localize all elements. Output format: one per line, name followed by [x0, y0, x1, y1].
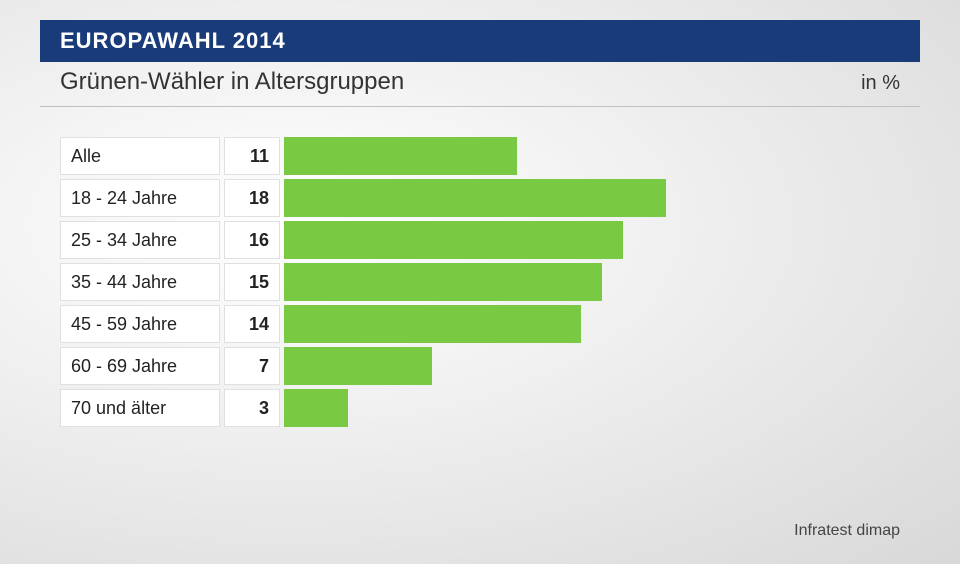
bar-value: 3 — [224, 389, 280, 427]
bar-track — [284, 389, 920, 427]
bar-row: 45 - 59 Jahre 14 — [60, 305, 920, 343]
bar-row: 18 - 24 Jahre 18 — [60, 179, 920, 217]
bar-label: 70 und älter — [60, 389, 220, 427]
bar-value: 15 — [224, 263, 280, 301]
bar-track — [284, 305, 920, 343]
bar-label: 25 - 34 Jahre — [60, 221, 220, 259]
bar-fill — [284, 305, 581, 343]
bar-fill — [284, 347, 432, 385]
header-title-bar: EUROPAWAHL 2014 — [40, 20, 920, 62]
bar-track — [284, 179, 920, 217]
subtitle-row: Grünen-Wähler in Altersgruppen in % — [40, 68, 920, 107]
bar-label: 35 - 44 Jahre — [60, 263, 220, 301]
bar-fill — [284, 179, 666, 217]
bar-fill — [284, 221, 623, 259]
bar-label: 45 - 59 Jahre — [60, 305, 220, 343]
bar-row: 60 - 69 Jahre 7 — [60, 347, 920, 385]
bar-fill — [284, 389, 348, 427]
bar-chart: Alle 11 18 - 24 Jahre 18 25 - 34 Jahre 1… — [60, 137, 920, 427]
bar-value: 18 — [224, 179, 280, 217]
bar-label: Alle — [60, 137, 220, 175]
subtitle: Grünen-Wähler in Altersgruppen — [60, 68, 404, 96]
bar-track — [284, 347, 920, 385]
bar-value: 7 — [224, 347, 280, 385]
bar-value: 11 — [224, 137, 280, 175]
source-credit: Infratest dimap — [794, 522, 900, 540]
bar-fill — [284, 263, 602, 301]
bar-row: Alle 11 — [60, 137, 920, 175]
bar-label: 18 - 24 Jahre — [60, 179, 220, 217]
bar-track — [284, 221, 920, 259]
unit-label: in % — [861, 72, 900, 95]
bar-track — [284, 263, 920, 301]
bar-value: 14 — [224, 305, 280, 343]
bar-value: 16 — [224, 221, 280, 259]
header-title: EUROPAWAHL 2014 — [60, 28, 286, 53]
bar-track — [284, 137, 920, 175]
bar-row: 25 - 34 Jahre 16 — [60, 221, 920, 259]
bar-label: 60 - 69 Jahre — [60, 347, 220, 385]
bar-fill — [284, 137, 517, 175]
bar-row: 70 und älter 3 — [60, 389, 920, 427]
bar-row: 35 - 44 Jahre 15 — [60, 263, 920, 301]
